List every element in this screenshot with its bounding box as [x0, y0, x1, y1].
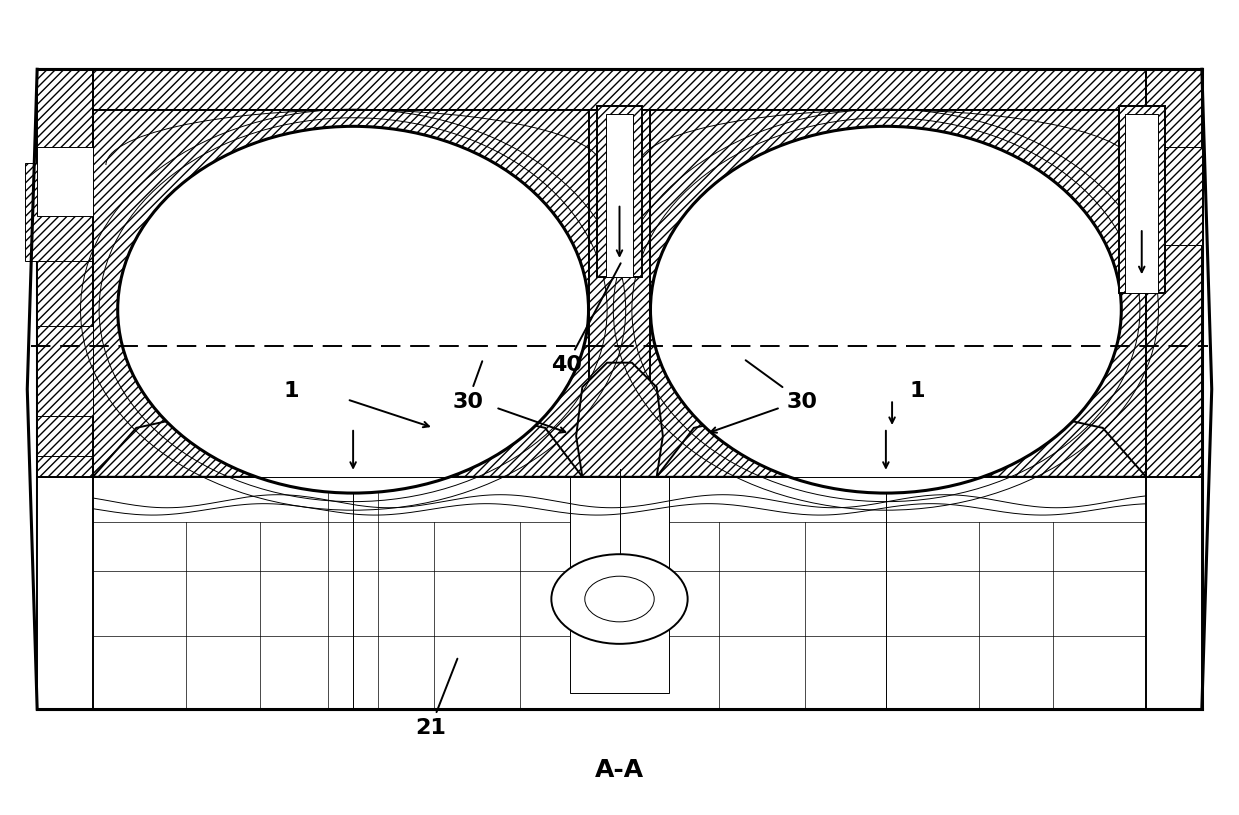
Polygon shape: [589, 110, 650, 477]
Polygon shape: [93, 110, 589, 477]
Circle shape: [585, 576, 654, 622]
Polygon shape: [1125, 114, 1158, 293]
Polygon shape: [25, 163, 93, 261]
Polygon shape: [1119, 106, 1165, 293]
Polygon shape: [657, 403, 1146, 477]
Text: 30: 30: [452, 361, 483, 412]
Text: 40: 40: [551, 263, 621, 375]
Polygon shape: [93, 403, 582, 477]
Text: 1: 1: [284, 381, 299, 401]
Ellipse shape: [650, 126, 1121, 493]
Polygon shape: [37, 147, 93, 216]
Text: 30: 30: [746, 360, 818, 412]
Polygon shape: [576, 363, 663, 477]
Polygon shape: [1146, 69, 1202, 709]
Polygon shape: [650, 110, 1146, 477]
Polygon shape: [37, 326, 93, 416]
Polygon shape: [37, 69, 93, 709]
Polygon shape: [570, 477, 669, 693]
Polygon shape: [37, 477, 1202, 709]
Text: 1: 1: [909, 381, 924, 401]
Polygon shape: [597, 106, 642, 277]
Polygon shape: [606, 114, 633, 277]
Circle shape: [551, 554, 688, 644]
Polygon shape: [93, 110, 1146, 477]
Polygon shape: [37, 342, 93, 456]
Polygon shape: [37, 69, 1202, 709]
Polygon shape: [1146, 147, 1202, 244]
Text: A-A: A-A: [595, 758, 644, 782]
Polygon shape: [37, 69, 1202, 110]
Text: 21: 21: [415, 659, 457, 738]
Ellipse shape: [118, 126, 589, 493]
